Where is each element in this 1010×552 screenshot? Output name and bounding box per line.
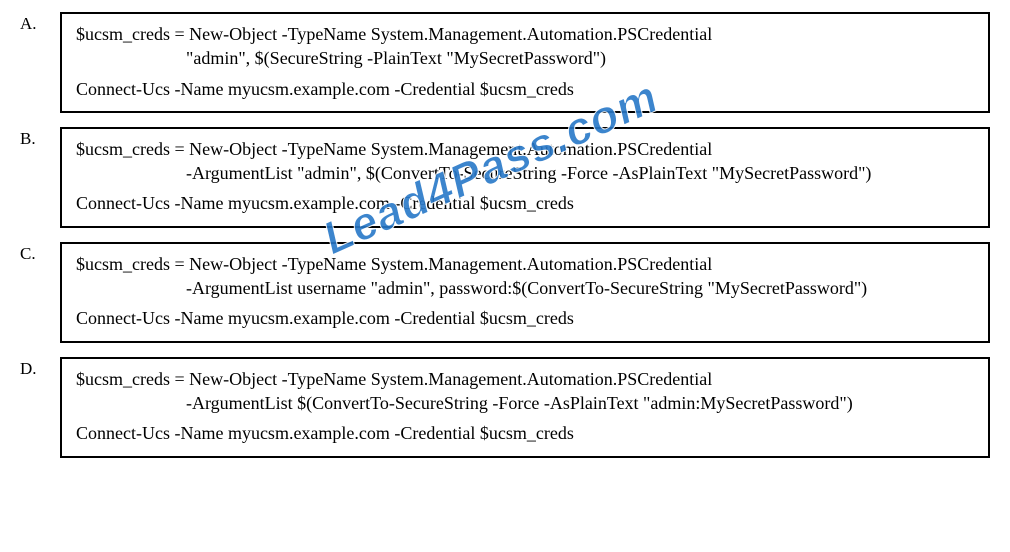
code-line: "admin", $(SecureString -PlainText "MySe… [76, 46, 974, 70]
option-d-row: D. $ucsm_creds = New-Object -TypeName Sy… [20, 357, 990, 458]
option-letter-d: D. [20, 357, 60, 379]
code-line: Connect-Ucs -Name myucsm.example.com -Cr… [76, 306, 974, 330]
option-letter-c: C. [20, 242, 60, 264]
code-box-a: $ucsm_creds = New-Object -TypeName Syste… [60, 12, 990, 113]
option-c-row: C. $ucsm_creds = New-Object -TypeName Sy… [20, 242, 990, 343]
code-box-b: $ucsm_creds = New-Object -TypeName Syste… [60, 127, 990, 228]
code-box-c: $ucsm_creds = New-Object -TypeName Syste… [60, 242, 990, 343]
code-line: Connect-Ucs -Name myucsm.example.com -Cr… [76, 421, 974, 445]
code-box-d: $ucsm_creds = New-Object -TypeName Syste… [60, 357, 990, 458]
code-line: $ucsm_creds = New-Object -TypeName Syste… [76, 252, 974, 276]
code-line: $ucsm_creds = New-Object -TypeName Syste… [76, 367, 974, 391]
option-a-row: A. $ucsm_creds = New-Object -TypeName Sy… [20, 12, 990, 113]
option-letter-a: A. [20, 12, 60, 34]
option-letter-b: B. [20, 127, 60, 149]
code-line: $ucsm_creds = New-Object -TypeName Syste… [76, 137, 974, 161]
code-line: -ArgumentList $(ConvertTo-SecureString -… [76, 391, 974, 415]
code-line: Connect-Ucs -Name myucsm.example.com -Cr… [76, 191, 974, 215]
code-line: $ucsm_creds = New-Object -TypeName Syste… [76, 22, 974, 46]
option-b-row: B. $ucsm_creds = New-Object -TypeName Sy… [20, 127, 990, 228]
code-line: -ArgumentList username "admin", password… [76, 276, 974, 300]
code-line: Connect-Ucs -Name myucsm.example.com -Cr… [76, 77, 974, 101]
code-line: -ArgumentList "admin", $(ConvertTo-Secur… [76, 161, 974, 185]
